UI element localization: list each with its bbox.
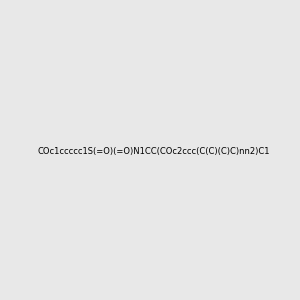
Text: COc1ccccc1S(=O)(=O)N1CC(COc2ccc(C(C)(C)C)nn2)C1: COc1ccccc1S(=O)(=O)N1CC(COc2ccc(C(C)(C)C…: [38, 147, 270, 156]
